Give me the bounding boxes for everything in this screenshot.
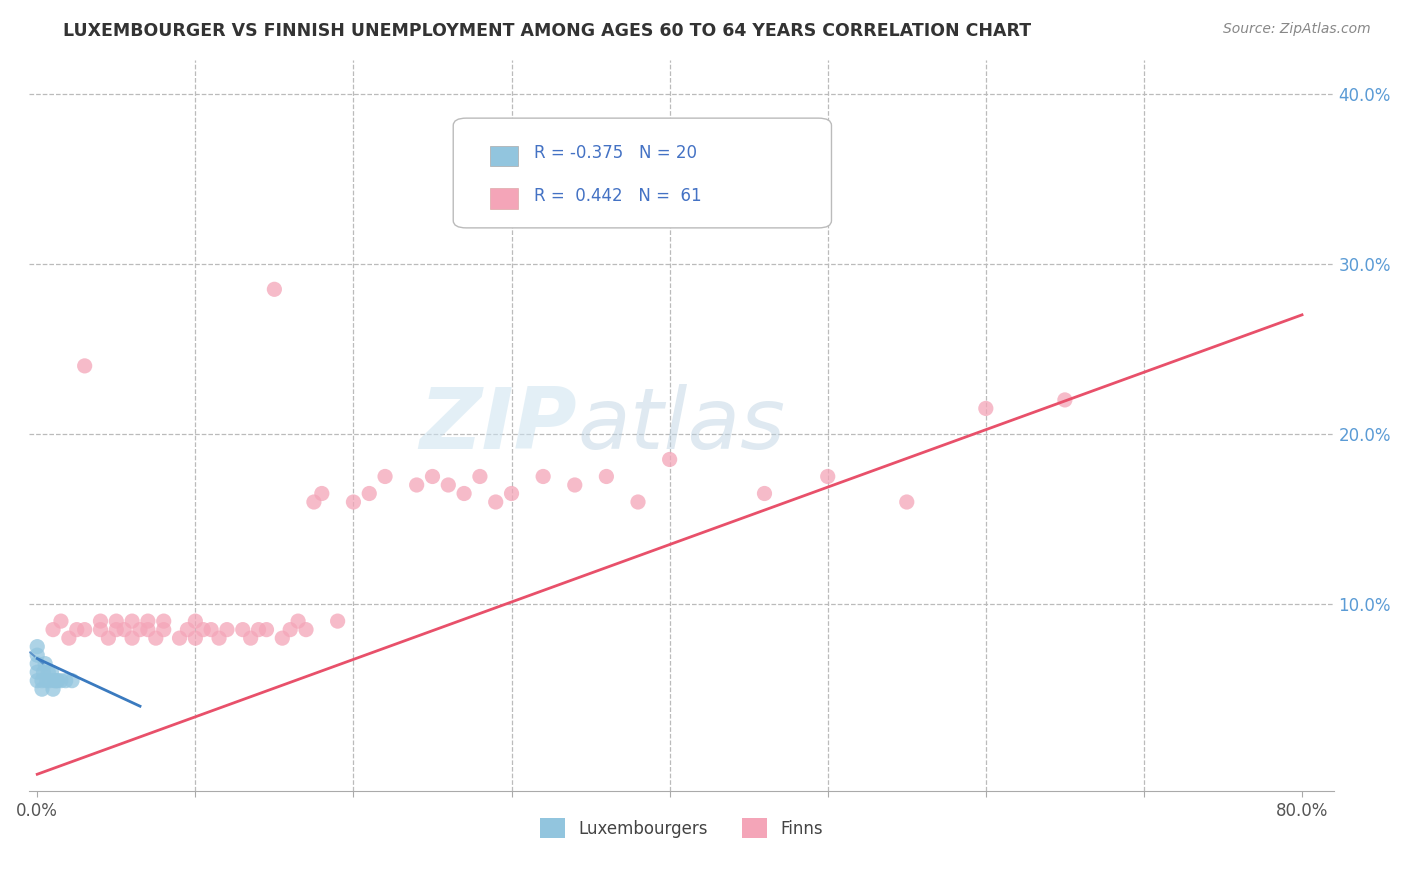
- Point: [359, 486, 381, 500]
- FancyBboxPatch shape: [489, 146, 519, 167]
- Point: [501, 486, 523, 500]
- Point: [239, 631, 262, 645]
- Point: [60, 673, 83, 688]
- Text: R =  0.442   N =  61: R = 0.442 N = 61: [534, 186, 702, 204]
- Point: [564, 478, 586, 492]
- Point: [25, 640, 48, 654]
- Point: [25, 657, 48, 671]
- Point: [468, 469, 491, 483]
- Point: [44, 673, 66, 688]
- Point: [817, 469, 839, 483]
- Point: [25, 665, 48, 680]
- Point: [453, 486, 475, 500]
- Legend: Luxembourgers, Finns: Luxembourgers, Finns: [534, 812, 830, 845]
- Point: [89, 623, 111, 637]
- Text: R = -0.375   N = 20: R = -0.375 N = 20: [534, 145, 697, 162]
- Point: [55, 673, 77, 688]
- Point: [37, 665, 59, 680]
- Point: [184, 631, 207, 645]
- Point: [193, 623, 215, 637]
- Point: [263, 282, 285, 296]
- Point: [112, 623, 135, 637]
- Text: Source: ZipAtlas.com: Source: ZipAtlas.com: [1223, 22, 1371, 37]
- Point: [42, 682, 65, 697]
- Point: [184, 614, 207, 628]
- Point: [35, 673, 58, 688]
- Point: [302, 495, 325, 509]
- Point: [896, 495, 918, 509]
- Point: [256, 623, 278, 637]
- Point: [176, 623, 198, 637]
- Point: [721, 171, 744, 186]
- Point: [627, 495, 650, 509]
- Point: [152, 614, 174, 628]
- Point: [89, 614, 111, 628]
- Point: [208, 631, 231, 645]
- Point: [105, 623, 128, 637]
- Point: [295, 623, 318, 637]
- Point: [34, 657, 56, 671]
- Point: [152, 623, 174, 637]
- Point: [105, 614, 128, 628]
- Point: [287, 614, 309, 628]
- Point: [311, 486, 333, 500]
- FancyBboxPatch shape: [489, 188, 519, 209]
- Point: [32, 665, 55, 680]
- Point: [232, 623, 254, 637]
- Point: [485, 495, 508, 509]
- Point: [247, 623, 270, 637]
- Point: [25, 673, 48, 688]
- Point: [97, 631, 120, 645]
- Point: [342, 495, 364, 509]
- Point: [31, 682, 53, 697]
- Point: [1053, 392, 1076, 407]
- Point: [136, 623, 159, 637]
- Point: [374, 469, 396, 483]
- Point: [42, 623, 65, 637]
- Point: [437, 478, 460, 492]
- Text: atlas: atlas: [576, 384, 785, 467]
- Point: [422, 469, 444, 483]
- Point: [73, 623, 96, 637]
- Point: [136, 614, 159, 628]
- Point: [658, 452, 681, 467]
- Point: [66, 623, 89, 637]
- Point: [25, 648, 48, 662]
- Point: [49, 614, 72, 628]
- Point: [595, 469, 617, 483]
- Point: [73, 359, 96, 373]
- Point: [49, 673, 72, 688]
- Point: [38, 673, 60, 688]
- Point: [271, 631, 294, 645]
- Point: [145, 631, 167, 645]
- Point: [121, 631, 143, 645]
- Text: ZIP: ZIP: [419, 384, 576, 467]
- Point: [46, 673, 69, 688]
- Point: [215, 623, 238, 637]
- Point: [754, 486, 776, 500]
- Point: [41, 665, 63, 680]
- Point: [169, 631, 191, 645]
- Point: [129, 623, 152, 637]
- Point: [31, 673, 53, 688]
- Text: LUXEMBOURGER VS FINNISH UNEMPLOYMENT AMONG AGES 60 TO 64 YEARS CORRELATION CHART: LUXEMBOURGER VS FINNISH UNEMPLOYMENT AMO…: [63, 22, 1032, 40]
- Point: [326, 614, 349, 628]
- FancyBboxPatch shape: [453, 118, 831, 227]
- Point: [278, 623, 301, 637]
- Point: [121, 614, 143, 628]
- Point: [531, 469, 554, 483]
- Point: [45, 673, 67, 688]
- Point: [405, 478, 427, 492]
- Point: [58, 631, 80, 645]
- Point: [974, 401, 997, 416]
- Point: [200, 623, 222, 637]
